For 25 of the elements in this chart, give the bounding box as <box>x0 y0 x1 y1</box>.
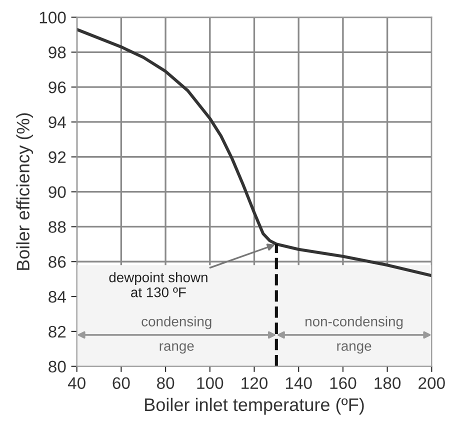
y-tick-label: 92 <box>48 151 66 164</box>
y-tick-label: 98 <box>48 46 66 58</box>
x-tick-label: 180 <box>374 377 401 390</box>
x-axis-title: Boiler inlet temperature (ºF) <box>145 398 364 415</box>
y-tick-label: 94 <box>48 116 66 128</box>
y-tick-label: 88 <box>48 221 66 233</box>
band-label: condensing range <box>142 316 212 354</box>
band-label: non-condensing range <box>306 316 403 354</box>
y-tick-label: 100 <box>40 12 66 24</box>
y-tick-label: 80 <box>48 360 66 373</box>
x-tick-label: 160 <box>330 377 356 390</box>
y-tick-label: 90 <box>48 186 66 198</box>
y-tick-label: 84 <box>48 290 66 303</box>
y-axis-title: Boiler efficiency (%) <box>16 113 34 270</box>
x-tick-label: 80 <box>157 377 174 390</box>
x-tick-label: 40 <box>68 377 86 390</box>
annotation: dewpoint shown at 130 ºF <box>109 272 208 298</box>
y-tick-label: 96 <box>48 81 66 94</box>
x-tick-label: 100 <box>197 377 224 390</box>
x-tick-label: 60 <box>112 377 130 390</box>
x-tick-label: 140 <box>286 377 312 390</box>
y-tick-label: 82 <box>48 326 66 338</box>
x-tick-label: 200 <box>418 377 445 390</box>
x-tick-label: 120 <box>242 377 268 390</box>
y-tick-label: 86 <box>48 256 66 268</box>
